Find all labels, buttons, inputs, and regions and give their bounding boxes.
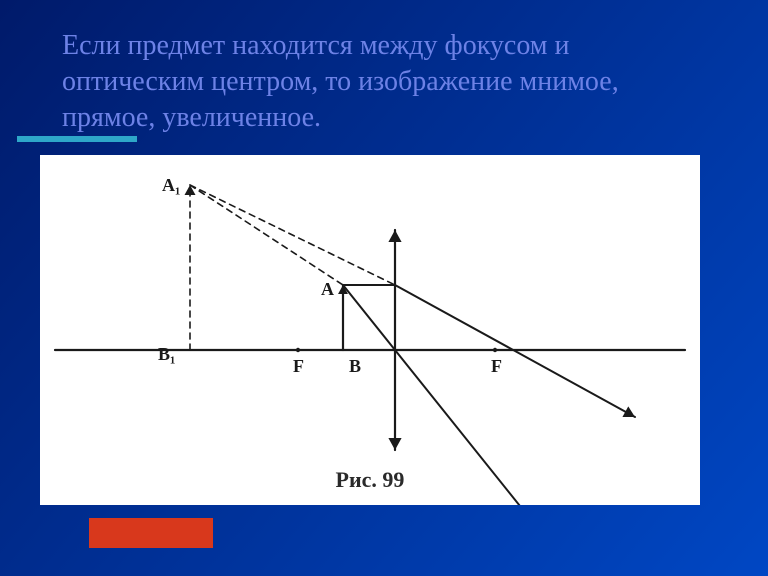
figure-caption: Рис. 99 — [40, 467, 700, 493]
svg-text:A: A — [321, 279, 334, 299]
optics-diagram: F F A B A₁ B₁ Рис. 99 — [40, 155, 700, 505]
svg-text:F: F — [491, 356, 502, 376]
title-underline — [17, 136, 137, 142]
optics-diagram-svg: F F A B A₁ B₁ — [40, 155, 700, 505]
svg-text:B: B — [349, 356, 361, 376]
accent-box — [89, 518, 213, 548]
svg-text:F: F — [293, 356, 304, 376]
svg-text:A₁: A₁ — [162, 175, 180, 195]
slide-title: Если предмет находится между фокусом и о… — [62, 28, 702, 135]
svg-text:B₁: B₁ — [158, 344, 175, 364]
